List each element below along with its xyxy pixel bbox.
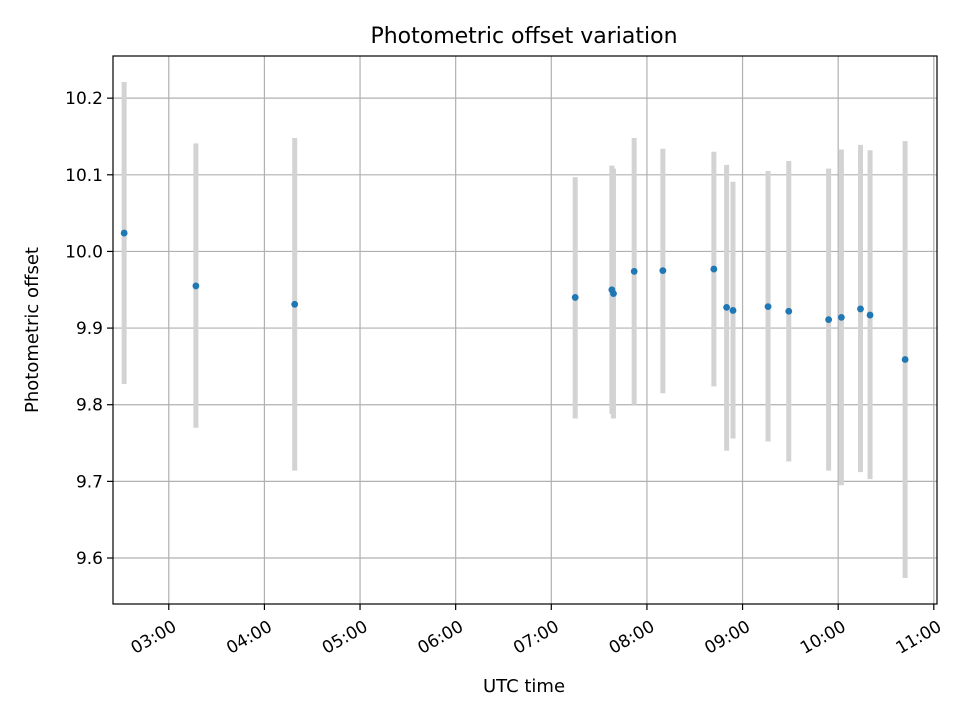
data-point — [120, 229, 128, 237]
y-tick-label: 9.9 — [76, 319, 103, 339]
data-point — [729, 307, 737, 314]
data-point — [764, 303, 772, 311]
x-tick-label: 11:00 — [893, 617, 945, 659]
x-tick-label: 05:00 — [319, 617, 371, 659]
x-tick-label: 08:00 — [606, 617, 658, 659]
x-tick-label: 07:00 — [510, 617, 562, 659]
y-axis-ticks: 9.6 9.7 9.8 9.9 10.0 10.1 10.2 — [65, 89, 113, 569]
data-point — [571, 294, 579, 301]
data-point — [837, 313, 845, 321]
y-tick-label: 9.6 — [76, 549, 103, 569]
x-tick-label: 10:00 — [797, 617, 849, 659]
data-point — [825, 316, 833, 324]
data-point — [192, 282, 200, 290]
data-point — [857, 305, 864, 313]
errorbar-layer — [121, 82, 908, 578]
chart-title: Photometric offset variation — [370, 24, 677, 49]
y-tick-label: 10.1 — [65, 166, 103, 186]
y-axis-label: Photometric offset — [22, 247, 43, 413]
plot-frame — [112, 55, 938, 605]
data-point — [659, 267, 667, 275]
data-point — [710, 265, 718, 273]
y-tick-label: 9.7 — [76, 472, 103, 492]
data-point — [291, 300, 299, 308]
data-point — [785, 307, 793, 315]
data-point — [866, 311, 874, 319]
x-tick-label: 06:00 — [415, 617, 467, 659]
y-tick-label: 10.0 — [65, 242, 103, 262]
y-tick-label: 9.8 — [76, 396, 103, 416]
data-point — [610, 290, 617, 297]
x-axis-ticks: 03:00 04:00 05:00 06:00 07:00 08:00 09:00 10:00… — [128, 604, 945, 659]
grid-layer — [113, 56, 937, 604]
x-tick-label: 03:00 — [128, 617, 180, 659]
x-tick-label: 09:00 — [701, 617, 753, 659]
data-point — [723, 303, 731, 311]
data-point — [901, 356, 909, 363]
x-axis-label: UTC time — [483, 676, 565, 697]
y-tick-label: 10.2 — [65, 89, 103, 109]
data-point — [630, 267, 638, 275]
point-layer — [120, 229, 909, 363]
x-tick-label: 04:00 — [223, 617, 275, 659]
